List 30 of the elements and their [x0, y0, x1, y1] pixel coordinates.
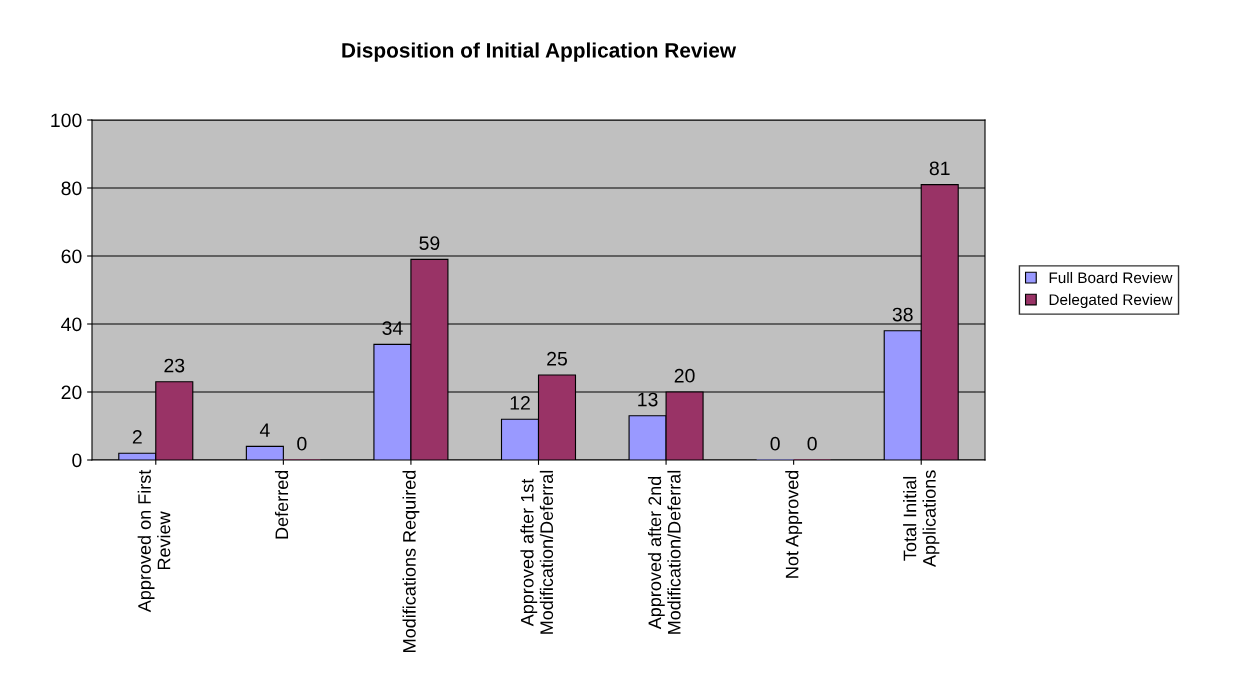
data-label: 81: [929, 161, 950, 176]
x-tick-label: Approved after 2nd Modification/Deferral: [647, 470, 681, 634]
y-tick-label: 40: [61, 317, 82, 332]
y-tick-label: 80: [61, 181, 82, 196]
data-label: 23: [164, 358, 185, 373]
y-tick-label: 100: [51, 113, 82, 128]
chart-title: Disposition of Initial Application Review: [342, 42, 737, 62]
data-label: 0: [770, 436, 780, 451]
data-label: 12: [510, 396, 530, 410]
data-label: 59: [419, 236, 440, 250]
x-tick-label: Approved after 1st Modification/Deferral: [520, 470, 554, 634]
data-label: 25: [547, 351, 567, 366]
data-label: 4: [259, 423, 270, 437]
data-label: 38: [892, 307, 913, 322]
legend-label: Delegated Review: [1049, 293, 1173, 309]
data-label: 2: [132, 430, 142, 444]
data-label: 0: [807, 436, 817, 451]
y-tick-label: 60: [61, 249, 82, 264]
y-tick-label: 20: [61, 385, 82, 400]
data-label: 34: [382, 321, 403, 335]
x-tick-label: Approved on First Review: [137, 469, 171, 613]
y-tick-label: 0: [72, 453, 82, 468]
x-tick-label: Not Approved: [785, 470, 803, 578]
x-tick-label: Total Initial Applications: [903, 470, 940, 568]
x-tick-label: Modifications Required: [402, 470, 420, 652]
data-label: 13: [638, 392, 658, 407]
data-label: 0: [297, 436, 307, 451]
data-label: 20: [674, 368, 695, 383]
legend-label: Full Board Review: [1049, 271, 1173, 284]
x-tick-label: Deferred: [274, 470, 289, 539]
